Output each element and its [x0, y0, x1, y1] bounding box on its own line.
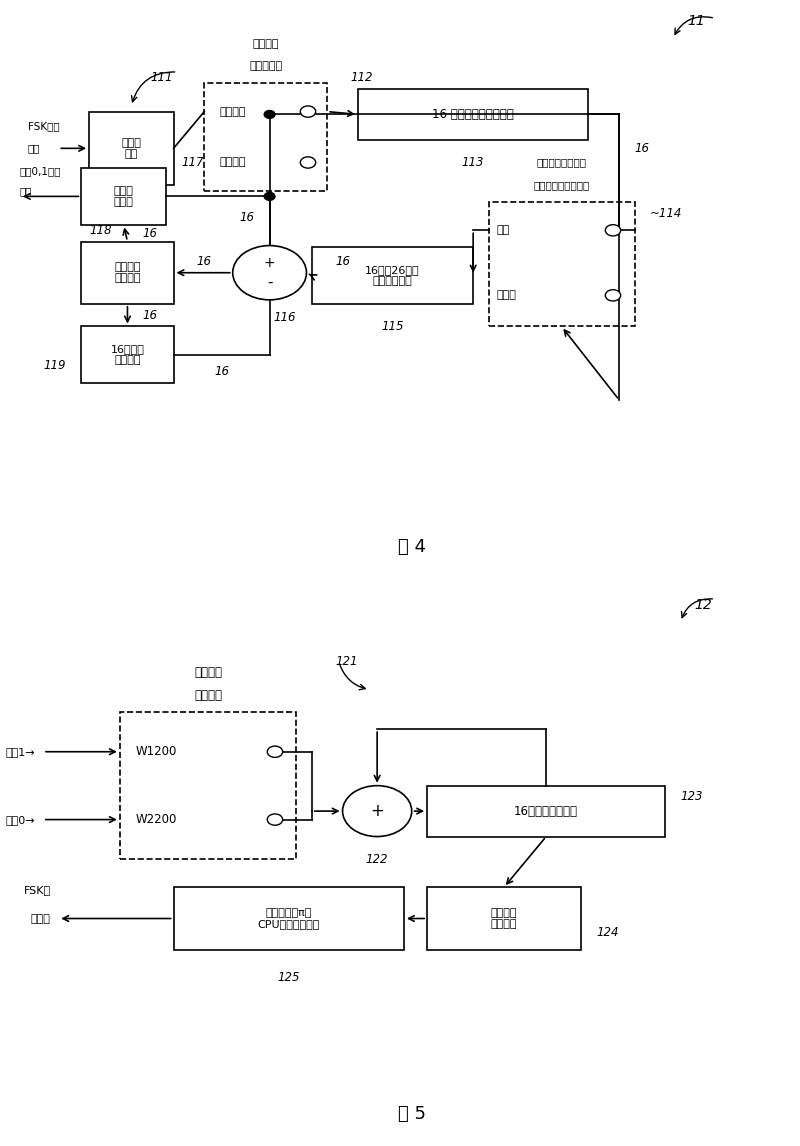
- Text: 117: 117: [182, 156, 204, 168]
- Text: 输出: 输出: [20, 186, 33, 196]
- Text: 逻辑0,1信号: 逻辑0,1信号: [20, 166, 62, 176]
- Text: 16: 16: [634, 142, 650, 155]
- Text: 输入: 输入: [27, 143, 40, 154]
- Text: 值选择器: 值选择器: [194, 666, 222, 680]
- Text: 图 5: 图 5: [398, 1105, 426, 1123]
- Text: 累加值最
大限幅器: 累加值最 大限幅器: [114, 262, 141, 283]
- Text: 保持寄存器: 保持寄存器: [249, 62, 282, 71]
- Text: 16: 16: [197, 254, 212, 268]
- Text: 累加值
比较器: 累加值 比较器: [114, 186, 134, 207]
- Text: -: -: [267, 275, 272, 290]
- Circle shape: [606, 290, 621, 301]
- FancyBboxPatch shape: [427, 786, 666, 837]
- Text: 16位的相位累加器: 16位的相位累加器: [514, 804, 578, 817]
- Text: 113: 113: [462, 156, 485, 168]
- Text: 16: 16: [239, 211, 254, 223]
- FancyBboxPatch shape: [82, 168, 166, 225]
- FancyBboxPatch shape: [204, 84, 327, 190]
- FancyBboxPatch shape: [82, 242, 174, 304]
- Text: 112: 112: [350, 71, 373, 84]
- Text: 122: 122: [366, 853, 388, 865]
- Text: W2200: W2200: [135, 813, 177, 826]
- Text: W1200: W1200: [135, 745, 177, 759]
- Text: 124: 124: [596, 926, 618, 940]
- Text: FSK方: FSK方: [23, 885, 50, 895]
- Circle shape: [233, 245, 306, 300]
- FancyBboxPatch shape: [89, 111, 174, 186]
- Text: 不移入: 不移入: [496, 290, 516, 300]
- FancyBboxPatch shape: [120, 712, 297, 860]
- Circle shape: [267, 746, 282, 758]
- Text: 累加值到达π后
CPU管脚取反输出: 累加值到达π后 CPU管脚取反输出: [258, 908, 320, 929]
- Text: 逻辑0→: 逻辑0→: [6, 815, 35, 825]
- Text: 123: 123: [681, 791, 703, 803]
- FancyBboxPatch shape: [82, 327, 174, 383]
- Text: 16: 16: [214, 366, 229, 378]
- Text: 边沿检
测器: 边沿检 测器: [122, 138, 142, 159]
- Circle shape: [267, 814, 282, 825]
- Text: 逻辑1→: 逻辑1→: [6, 747, 35, 756]
- Text: 输入选择: 输入选择: [253, 39, 279, 49]
- Text: +: +: [370, 802, 384, 821]
- Text: 相位累加: 相位累加: [194, 689, 222, 701]
- Text: 12: 12: [694, 598, 713, 612]
- Circle shape: [342, 786, 412, 837]
- FancyBboxPatch shape: [312, 248, 473, 304]
- Text: 16位的26阶滤
波移位寄存器: 16位的26阶滤 波移位寄存器: [365, 265, 420, 286]
- Circle shape: [264, 193, 275, 201]
- Circle shape: [300, 157, 316, 168]
- FancyBboxPatch shape: [427, 887, 581, 950]
- Text: ~114: ~114: [650, 206, 682, 220]
- Circle shape: [606, 225, 621, 236]
- Text: 入移位寄存器选择: 入移位寄存器选择: [537, 157, 586, 167]
- Text: 11: 11: [687, 14, 705, 29]
- Text: 实测脉宽: 实测脉宽: [220, 107, 246, 117]
- Text: 115: 115: [382, 320, 404, 333]
- Text: 16: 16: [143, 227, 158, 240]
- Text: 脉宽保持寄存器值移: 脉宽保持寄存器值移: [534, 180, 590, 190]
- Text: 相位累加
值判断器: 相位累加 值判断器: [490, 908, 517, 929]
- FancyBboxPatch shape: [489, 202, 634, 327]
- Text: 125: 125: [278, 972, 300, 984]
- Text: 16位的滤
波累加器: 16位的滤 波累加器: [110, 344, 145, 366]
- Text: 最小脉宽: 最小脉宽: [220, 157, 246, 167]
- Text: 116: 116: [274, 312, 296, 324]
- Text: +: +: [264, 257, 275, 270]
- Text: 16: 16: [335, 254, 350, 268]
- Text: 121: 121: [335, 654, 358, 668]
- Text: 118: 118: [89, 223, 111, 237]
- Text: 119: 119: [43, 360, 66, 372]
- Text: 移入: 移入: [496, 226, 510, 235]
- Text: 16: 16: [143, 308, 158, 322]
- FancyBboxPatch shape: [174, 887, 404, 950]
- Text: 波输出: 波输出: [30, 913, 50, 924]
- Text: 16 位的脉宽保持寄存器: 16 位的脉宽保持寄存器: [432, 108, 514, 121]
- Circle shape: [300, 105, 316, 117]
- FancyBboxPatch shape: [358, 89, 589, 140]
- Text: FSK方波: FSK方波: [27, 120, 59, 131]
- Text: 111: 111: [150, 71, 174, 84]
- Text: 图 4: 图 4: [398, 537, 426, 556]
- Circle shape: [264, 110, 275, 118]
